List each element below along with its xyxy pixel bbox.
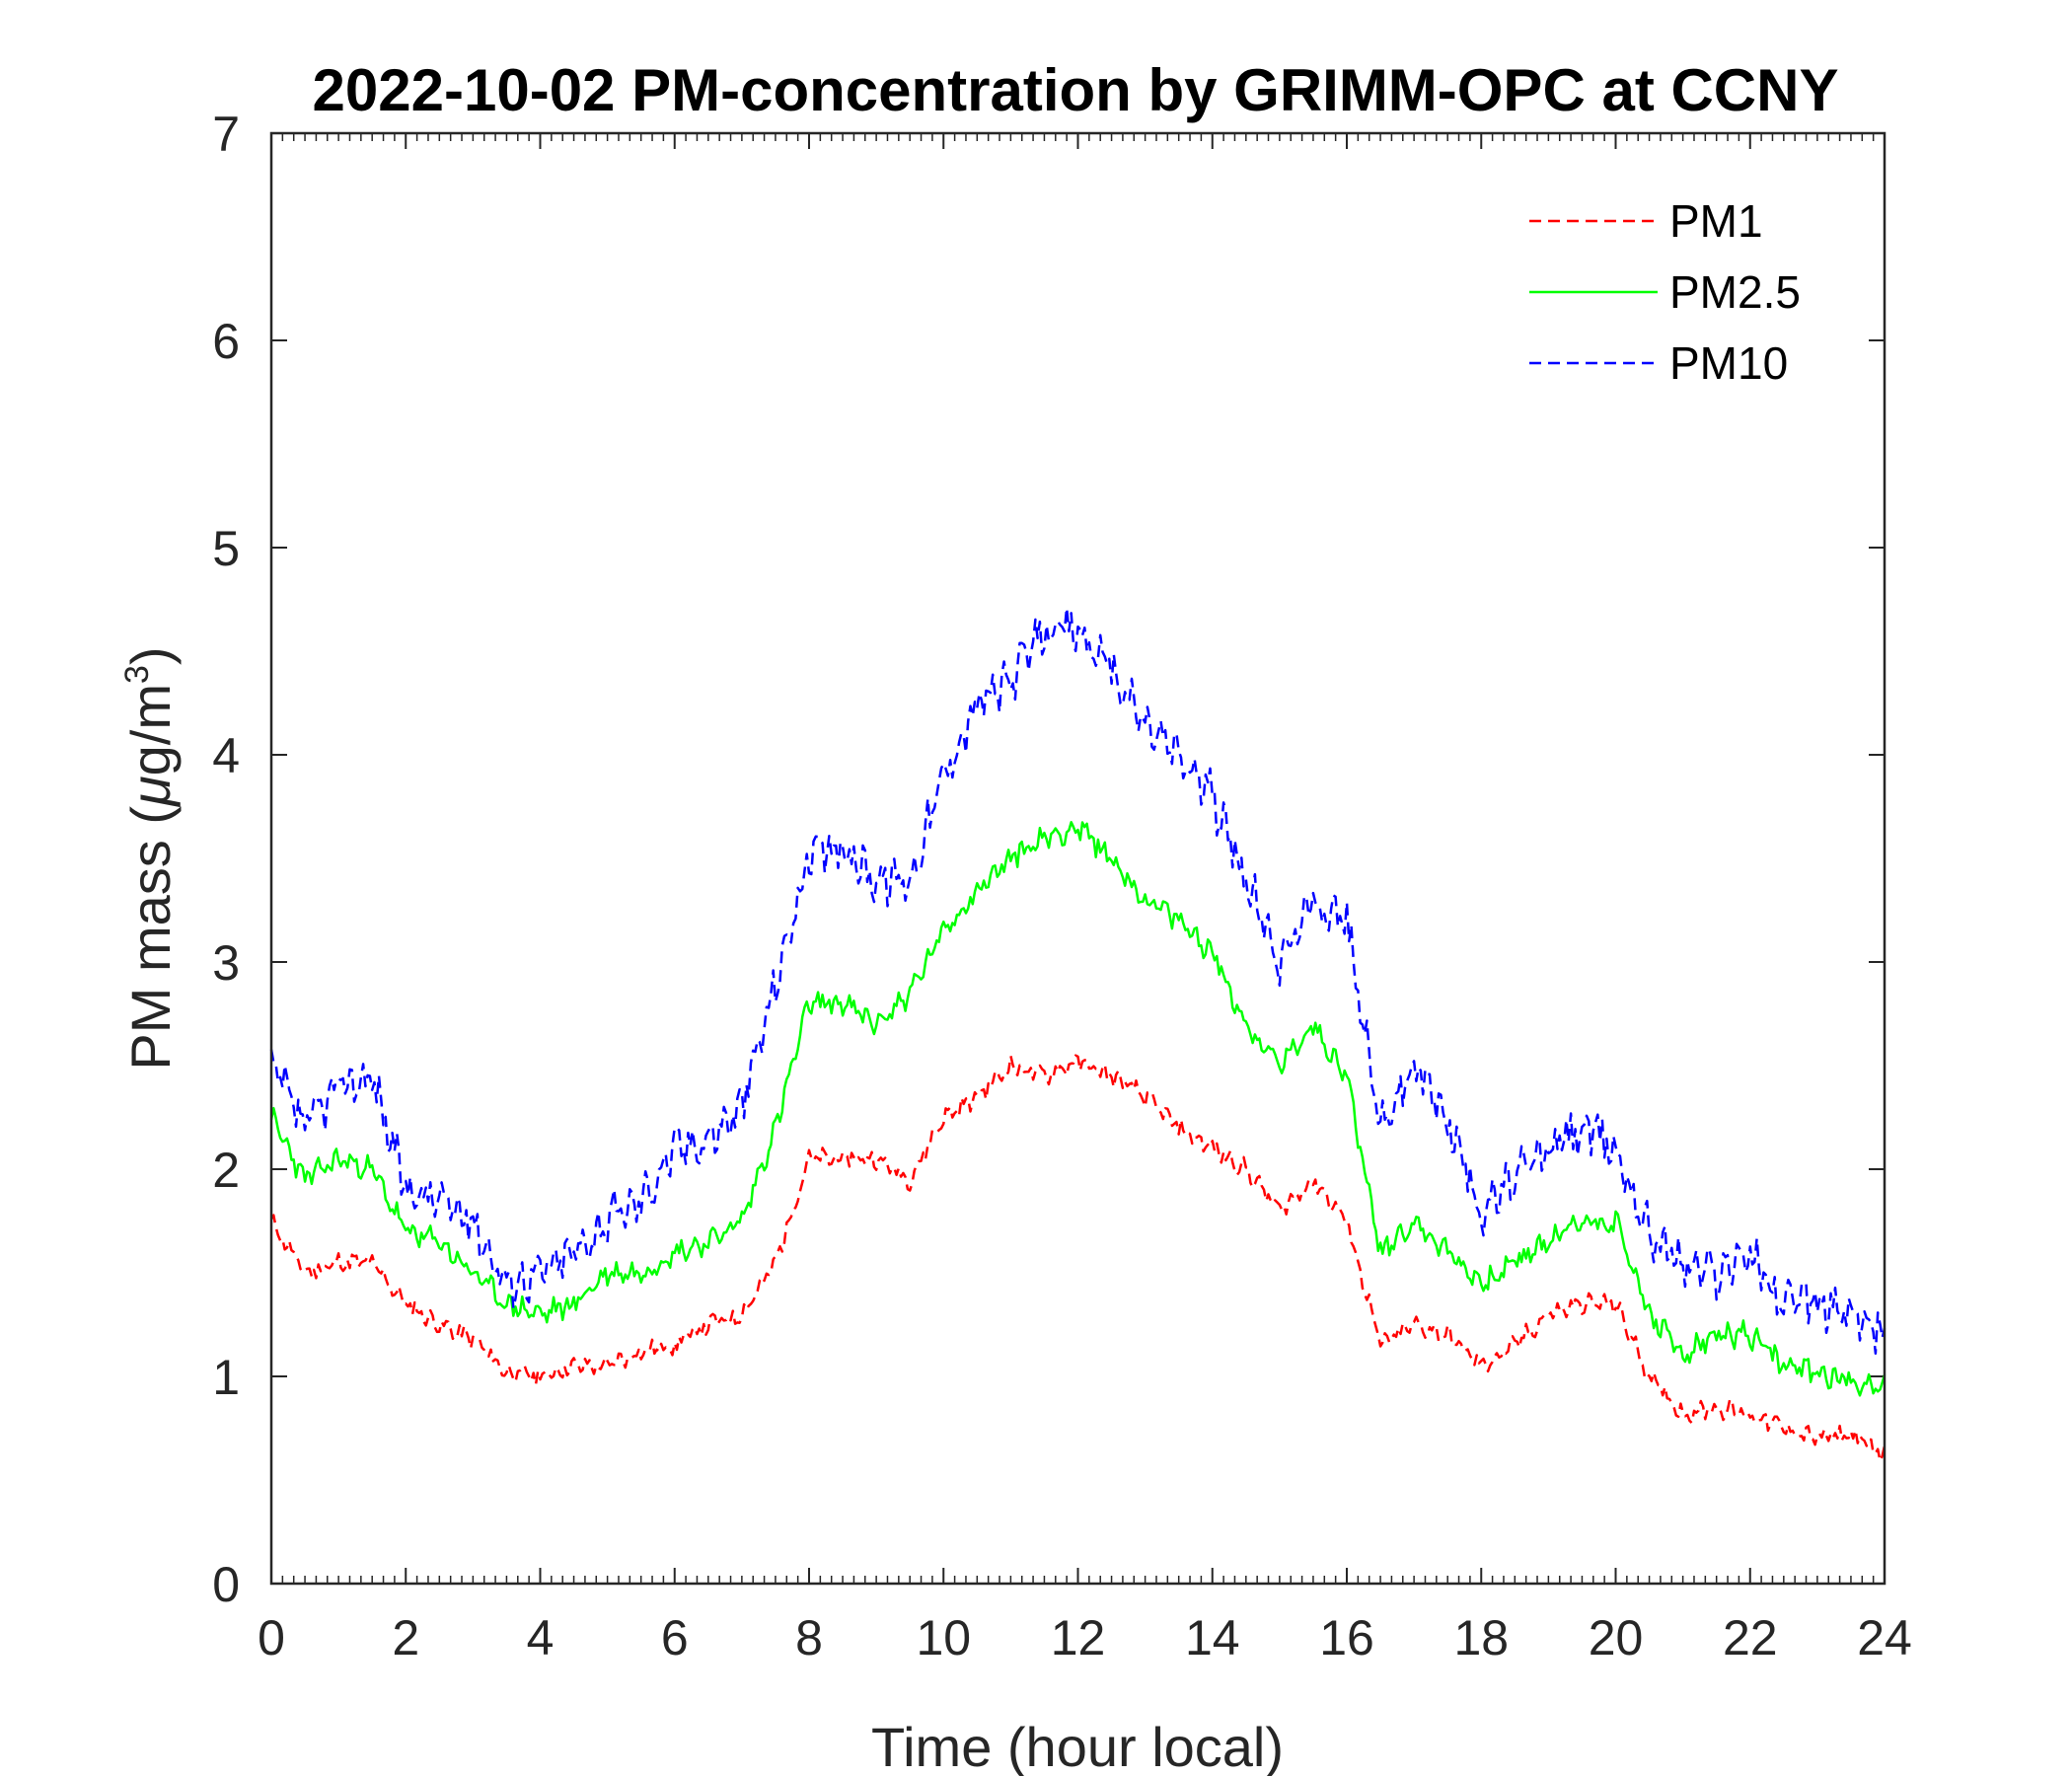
x-tick-label: 12 xyxy=(1051,1610,1106,1665)
x-tick-label: 22 xyxy=(1723,1610,1778,1665)
y-tick-label: 6 xyxy=(212,314,240,369)
y-axis-label-superscript: 3 xyxy=(118,665,156,684)
x-tick-label: 16 xyxy=(1319,1610,1374,1665)
x-tick-label: 18 xyxy=(1453,1610,1509,1665)
y-tick-label: 0 xyxy=(212,1557,240,1612)
x-axis-label: Time (hour local) xyxy=(871,1716,1284,1776)
legend-label-pm10: PM10 xyxy=(1669,337,1788,389)
x-tick-label: 6 xyxy=(661,1610,689,1665)
series-line-pm10 xyxy=(269,606,1887,1355)
y-tick-label: 3 xyxy=(212,935,240,991)
x-tick-label: 8 xyxy=(795,1610,823,1665)
x-tick-label: 4 xyxy=(527,1610,555,1665)
x-tick-label: 0 xyxy=(258,1610,285,1665)
y-tick-label: 4 xyxy=(212,728,240,783)
legend: PM1 PM2.5 PM10 xyxy=(1529,195,1801,389)
minor-ticks xyxy=(281,133,1875,1584)
series-line-pm2-5 xyxy=(269,821,1887,1397)
y-tick-label: 1 xyxy=(212,1350,240,1405)
chart-title: 2022-10-02 PM-concentration by GRIMM-OPC… xyxy=(313,57,1839,123)
plot-area-frame xyxy=(269,131,1887,1586)
y-tick-labels: 0 1 2 3 4 5 6 7 xyxy=(212,107,240,1612)
y-tick-label: 2 xyxy=(212,1143,240,1198)
x-tick-label: 2 xyxy=(392,1610,419,1665)
y-tick-label: 7 xyxy=(212,107,240,162)
legend-label-pm1: PM1 xyxy=(1669,195,1763,247)
x-tick-label: 14 xyxy=(1185,1610,1240,1665)
major-ticks xyxy=(270,132,1886,1585)
y-axis-label-suffix: ) xyxy=(119,646,182,665)
x-tick-label: 10 xyxy=(916,1610,971,1665)
y-axis-label-mu: μ xyxy=(119,776,182,808)
x-tick-labels: 0 2 4 6 8 10 12 14 16 18 20 22 24 xyxy=(258,1610,1912,1665)
y-tick-label: 5 xyxy=(212,521,240,576)
series-lines xyxy=(269,606,1887,1463)
x-tick-label: 20 xyxy=(1589,1610,1644,1665)
y-axis-label: PM mass (μg/m3) xyxy=(118,646,182,1070)
legend-label-pm2-5: PM2.5 xyxy=(1669,266,1801,318)
y-axis-label-prefix: PM mass ( xyxy=(119,806,182,1071)
y-axis-label-unit: g/m xyxy=(119,684,182,776)
x-tick-label: 24 xyxy=(1857,1610,1912,1665)
series-line-pm1 xyxy=(269,1054,1887,1463)
